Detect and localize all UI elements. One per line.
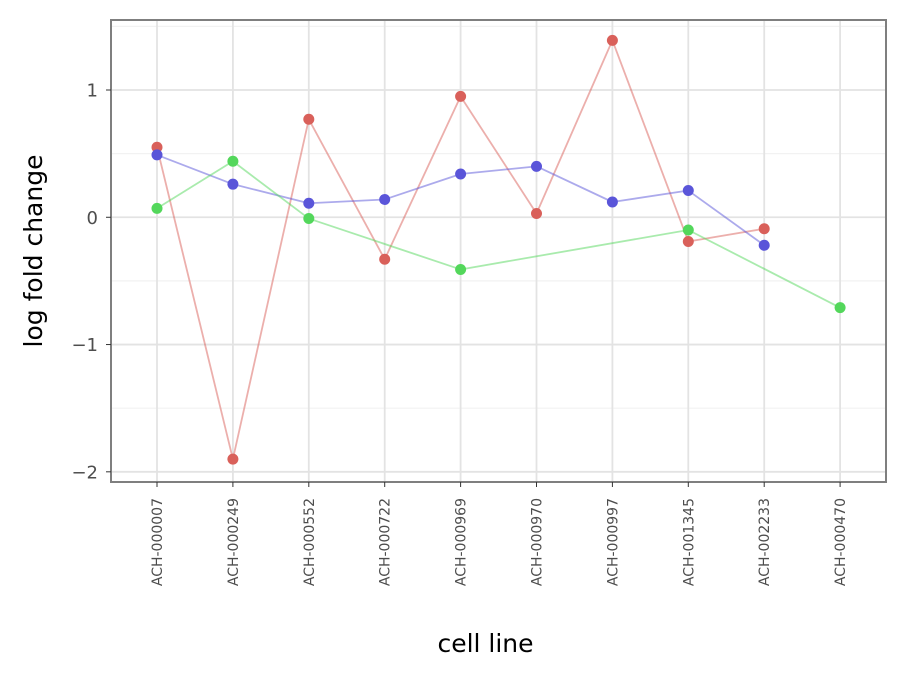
data-point-series-2 [227,178,239,190]
data-point-series-1 [303,113,315,125]
data-point-series-3 [455,263,467,275]
major-grid [111,20,886,482]
x-tick-label: ACH-000997 [605,498,621,586]
data-point-series-1 [682,235,694,247]
data-point-series-2 [758,239,770,251]
x-tick-label: ACH-000970 [530,498,546,586]
data-point-series-2 [682,185,694,197]
data-point-series-1 [531,207,542,219]
data-point-series-1 [606,34,618,46]
y-tick-label: −1 [71,335,98,356]
data-point-series-1 [455,90,467,102]
data-point-series-1 [227,453,239,465]
plot-border [110,19,887,483]
x-tick-label: ACH-002233 [757,498,773,586]
data-point-series-3 [227,155,239,167]
data-point-series-2 [455,168,467,180]
x-tick-label: ACH-000249 [226,498,242,586]
data-point-series-2 [606,196,618,208]
data-point-series-3 [682,224,694,236]
x-tick-label: ACH-000722 [378,498,394,586]
x-tick-label: ACH-000969 [454,498,470,586]
y-tick-label: −2 [71,462,98,483]
data-point-series-1 [379,253,391,265]
y-axis-ticks: −2 −1 0 1 [71,81,111,483]
x-tick-label: ACH-000007 [150,498,166,586]
plot-background [111,20,886,482]
x-axis-ticks: ACH-000007 ACH-000249 ACH-000552 ACH-000722… [150,482,849,586]
data-point-series-2 [531,160,542,172]
y-tick-label: 0 [87,208,98,229]
x-tick-label: ACH-001345 [681,498,697,586]
data-point-series-1 [151,141,163,153]
y-axis-title: log fold change [19,155,48,348]
data-point-series-2 [303,197,315,209]
x-tick-label: ACH-000470 [833,498,849,586]
series-line-3 [156,160,841,309]
data-point-series-3 [303,213,315,225]
data-point-series-3 [151,202,163,214]
data-point-series-1 [758,223,770,235]
data-point-series-2 [151,149,163,161]
y-tick-label: 1 [87,81,98,102]
series-points [151,34,846,465]
x-axis-title: cell line [437,629,533,658]
data-point-series-3 [834,302,846,314]
x-tick-label: ACH-000552 [302,498,318,586]
data-point-series-2 [379,193,391,205]
